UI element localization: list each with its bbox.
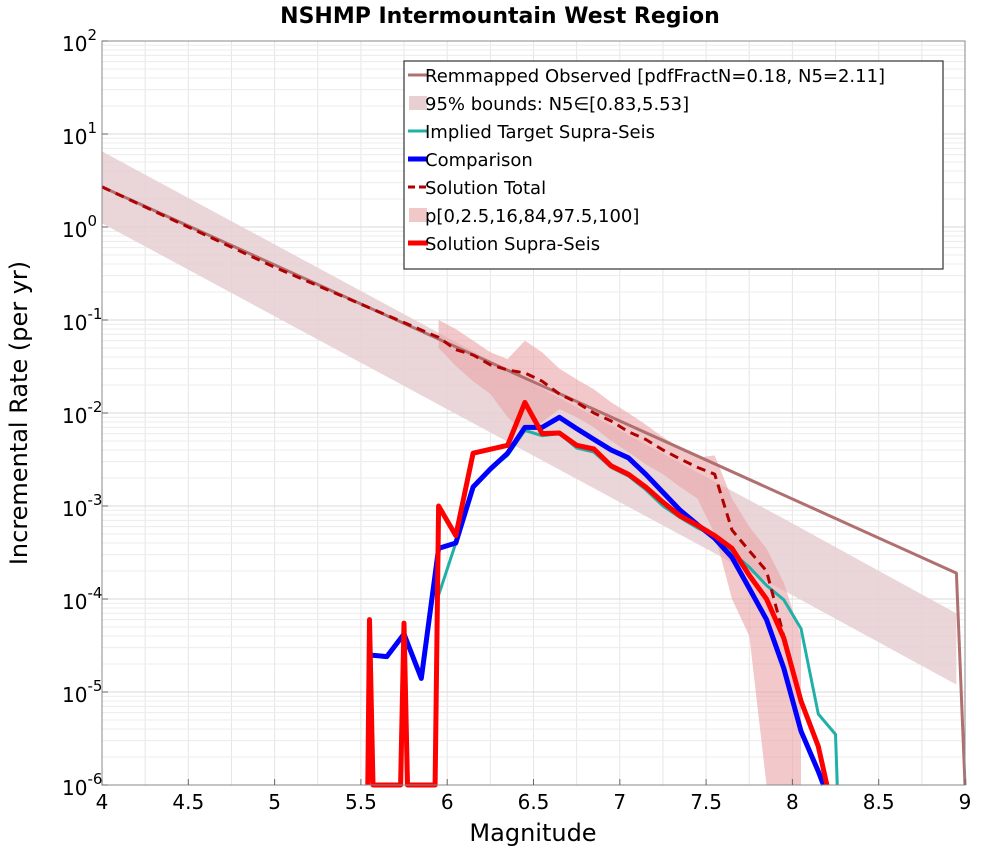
solution-total-line bbox=[101, 185, 786, 637]
lines-layer bbox=[101, 185, 967, 788]
y-tick-label: 10-6 bbox=[62, 770, 102, 800]
comparison-line bbox=[369, 414, 826, 786]
y-tick-label: 10-4 bbox=[62, 584, 102, 614]
x-tick-label: 9 bbox=[959, 790, 972, 814]
legend-label: 95% bounds: N5∈[0.83,5.53] bbox=[425, 94, 689, 115]
y-tick-label: 10-5 bbox=[62, 677, 102, 707]
legend: Remmapped Observed [pdfFractN=0.18, N5=2… bbox=[403, 60, 944, 270]
y-tick-label: 102 bbox=[62, 26, 97, 56]
observed-line bbox=[101, 185, 967, 786]
x-tick-label: 5 bbox=[268, 790, 281, 814]
legend-swatch bbox=[409, 208, 427, 222]
chart-title: NSHMP Intermountain West Region bbox=[280, 4, 720, 29]
x-tick-label: 7.5 bbox=[690, 790, 722, 814]
y-tick-label: 101 bbox=[62, 119, 97, 149]
y-axis-label: Incremental Rate (per yr) bbox=[5, 261, 33, 565]
legend-entry: Solution Total bbox=[408, 178, 546, 199]
x-tick-label: 4.5 bbox=[172, 790, 204, 814]
legend-label: Implied Target Supra-Seis bbox=[425, 122, 655, 143]
y-tick-label: 100 bbox=[62, 212, 97, 242]
x-axis-label: Magnitude bbox=[469, 819, 596, 847]
legend-entry: p[0,2.5,16,84,97.5,100] bbox=[409, 206, 639, 227]
legend-entry: Remmapped Observed [pdfFractN=0.18, N5=2… bbox=[408, 66, 885, 87]
legend-label: Comparison bbox=[425, 150, 533, 171]
legend-label: Solution Supra-Seis bbox=[425, 234, 600, 255]
x-tick-label: 8 bbox=[786, 790, 799, 814]
y-tick-label: 10-3 bbox=[62, 491, 102, 521]
legend-label: Remmapped Observed [pdfFractN=0.18, N5=2… bbox=[425, 66, 885, 87]
x-tick-label: 8.5 bbox=[863, 790, 895, 814]
legend-entry: Solution Supra-Seis bbox=[408, 234, 600, 255]
x-tick-label: 6.5 bbox=[518, 790, 550, 814]
y-axis-ticks: 10-6 10-5 10-4 10-3 10-2 10-1 100 101 102 bbox=[62, 26, 108, 800]
legend-swatch bbox=[409, 96, 427, 110]
y-tick-label: 10-1 bbox=[62, 305, 102, 335]
legend-entry: 95% bounds: N5∈[0.83,5.53] bbox=[409, 94, 689, 115]
x-tick-label: 5.5 bbox=[345, 790, 377, 814]
x-tick-label: 6 bbox=[441, 790, 454, 814]
y-tick-label: 10-2 bbox=[62, 398, 102, 428]
solution-supra-seis-line bbox=[365, 399, 830, 788]
x-tick-label: 7 bbox=[613, 790, 626, 814]
legend-label: Solution Total bbox=[425, 178, 546, 199]
legend-label: p[0,2.5,16,84,97.5,100] bbox=[425, 206, 639, 227]
legend-entry: Implied Target Supra-Seis bbox=[408, 122, 655, 143]
legend-entry: Comparison bbox=[408, 150, 533, 171]
legend-box bbox=[403, 60, 944, 270]
x-tick-label: 4 bbox=[96, 790, 109, 814]
x-axis-ticks: 4 4.5 5 5.5 6 6.5 7 7.5 8 8.5 9 bbox=[96, 779, 972, 814]
